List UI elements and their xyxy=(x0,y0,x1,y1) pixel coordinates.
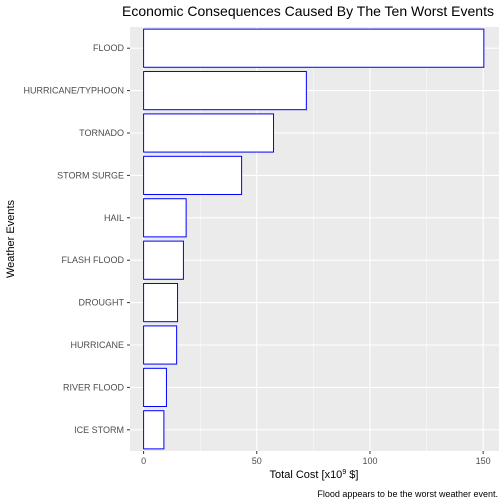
y-axis: FLOOD HURRICANE/TYPHOON TORNADO STORM SURGE… xyxy=(23,43,130,435)
x-axis-title-suffix: $] xyxy=(346,469,358,481)
bar xyxy=(144,284,178,322)
bar xyxy=(144,241,184,279)
bar xyxy=(144,199,187,237)
bar xyxy=(144,29,484,67)
x-tick-label: 150 xyxy=(476,456,491,466)
x-axis-title: Total Cost [x109 $] xyxy=(270,469,359,481)
bar xyxy=(144,156,242,194)
bar xyxy=(144,72,307,110)
x-tick-label: 50 xyxy=(252,456,262,466)
y-tick-label: FLASH FLOOD xyxy=(61,255,124,265)
y-tick-label: HURRICANE/TYPHOON xyxy=(23,86,124,96)
y-axis-title: Weather Events xyxy=(5,199,17,278)
y-tick-label: DROUGHT xyxy=(79,298,125,308)
y-tick-label: HAIL xyxy=(104,213,124,223)
y-tick-label: TORNADO xyxy=(79,128,124,138)
chart-title: Economic Consequences Caused By The Ten … xyxy=(122,3,494,19)
y-tick-label: ICE STORM xyxy=(74,425,124,435)
x-tick-label: 100 xyxy=(362,456,377,466)
x-axis: 0 50 100 150 xyxy=(141,451,491,466)
y-tick-label: STORM SURGE xyxy=(57,170,124,180)
bar xyxy=(144,411,164,449)
x-axis-title-prefix: Total Cost [x10 xyxy=(270,469,343,481)
y-tick-label: HURRICANE xyxy=(70,340,124,350)
x-tick-label: 0 xyxy=(141,456,146,466)
bar xyxy=(144,368,167,406)
bar xyxy=(144,114,274,152)
y-tick-label: FLOOD xyxy=(93,43,125,53)
bar xyxy=(144,326,177,364)
y-tick-label: RIVER FLOOD xyxy=(63,382,125,392)
chart-caption: Flood appears to be the worst weather ev… xyxy=(317,489,498,499)
